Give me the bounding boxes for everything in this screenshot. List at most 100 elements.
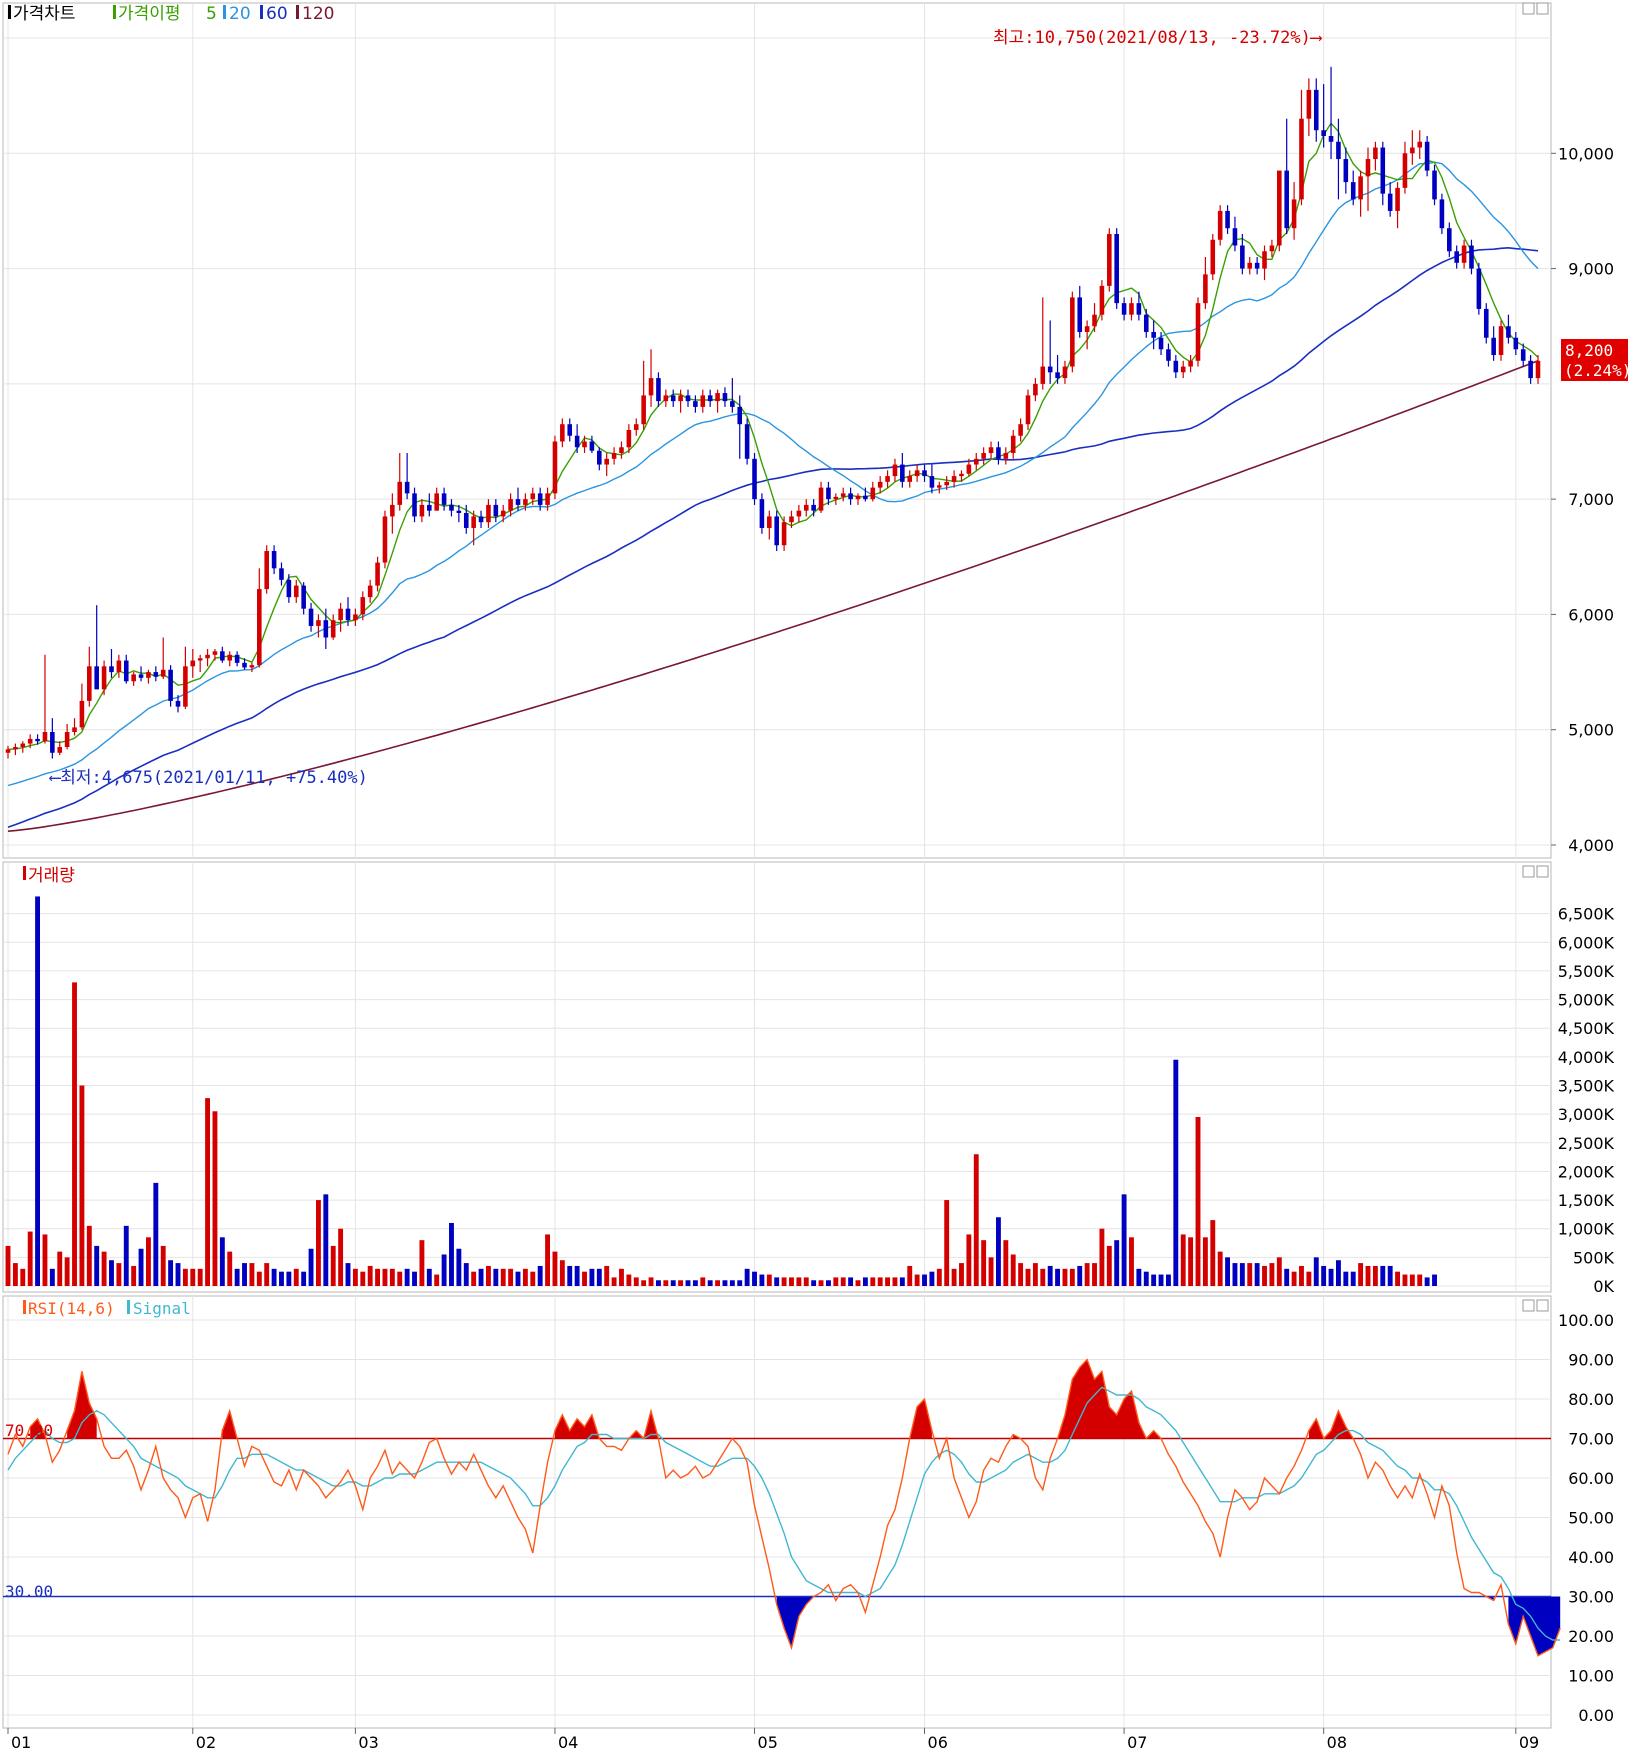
candle	[345, 597, 351, 626]
candle-body	[1055, 372, 1060, 379]
candle-body	[1358, 176, 1363, 200]
candle-body	[523, 499, 528, 505]
volume-bar	[1040, 1268, 1046, 1286]
candle-body	[1321, 130, 1326, 136]
volume-bar	[1284, 1268, 1290, 1286]
volume-bar	[79, 1085, 85, 1286]
volume-bar	[914, 1274, 920, 1286]
volume-tick-label: 4,500K	[1558, 1019, 1615, 1038]
candle-body	[597, 450, 602, 465]
candle-body	[1121, 303, 1127, 315]
volume-bar	[781, 1277, 787, 1286]
volume-bar	[1232, 1263, 1238, 1286]
candle	[1365, 147, 1371, 211]
legend-price-chart: 가격차트	[13, 4, 76, 24]
volume-bar	[855, 1280, 861, 1286]
candle	[427, 493, 432, 517]
candle	[330, 614, 336, 640]
candle-body	[700, 395, 706, 407]
volume-bar	[936, 1268, 942, 1286]
candle	[537, 487, 543, 511]
candle	[508, 493, 513, 517]
candle-body	[116, 660, 122, 673]
volume-tick-label: 1,000K	[1558, 1220, 1615, 1239]
volume-bar	[264, 1263, 270, 1286]
candle	[1084, 320, 1090, 350]
candle	[463, 504, 469, 534]
candle	[885, 470, 890, 488]
candle-body	[1166, 349, 1171, 361]
candle	[1055, 355, 1060, 384]
volume-bar	[256, 1271, 262, 1286]
candle-body	[279, 568, 284, 580]
candle-body	[227, 654, 233, 661]
candle	[79, 683, 85, 730]
volume-bar	[1239, 1263, 1245, 1286]
volume-bar	[729, 1280, 735, 1286]
volume-bar	[485, 1265, 491, 1286]
volume-bar	[582, 1271, 587, 1286]
candle	[1410, 130, 1415, 165]
candle-body	[27, 738, 33, 744]
candle-body	[234, 654, 240, 663]
ma120-line	[7, 360, 1539, 832]
candle	[937, 481, 942, 494]
candle	[855, 493, 861, 505]
candle	[1018, 418, 1023, 442]
rsi-panel-window-buttons[interactable]	[1522, 1299, 1549, 1312]
candle-body	[375, 562, 380, 586]
candle	[1498, 320, 1504, 361]
volume-bar	[981, 1240, 987, 1286]
signal-line	[7, 1386, 1561, 1641]
candle-body	[604, 458, 609, 465]
candle	[914, 464, 920, 482]
candle-body	[1217, 210, 1223, 240]
volume-bar	[109, 1260, 114, 1286]
candle-body	[1520, 349, 1526, 361]
candle	[478, 510, 484, 528]
candle	[1402, 141, 1408, 194]
candle-body	[1483, 308, 1489, 338]
volume-bar	[877, 1277, 883, 1286]
candle-body	[1306, 89, 1312, 119]
price-panel-window-buttons[interactable]	[1522, 2, 1549, 15]
volume-bar	[663, 1280, 669, 1286]
candle	[1136, 291, 1142, 321]
candle-body	[937, 485, 942, 488]
candle-body	[190, 660, 196, 667]
candle	[1129, 297, 1134, 321]
candle-body	[1143, 314, 1149, 332]
candle-body	[13, 747, 18, 750]
x-tick-label: 07	[1127, 1733, 1147, 1752]
candle	[840, 487, 846, 502]
candle-body	[1210, 239, 1216, 275]
volume-bar	[301, 1271, 307, 1286]
volume-bar	[685, 1280, 691, 1286]
max-price-annotation: 최고:10,750(2021/08/13, -23.72%)⟶	[993, 28, 1323, 48]
volume-bar	[1032, 1263, 1038, 1286]
candle	[715, 389, 720, 413]
candle-body	[685, 395, 691, 402]
volume-bar	[1417, 1274, 1423, 1286]
candle	[1439, 193, 1445, 234]
volume-bar	[1424, 1277, 1430, 1286]
candle	[279, 562, 284, 586]
candle-body	[50, 732, 55, 753]
candle	[633, 418, 639, 436]
candle-body	[1461, 245, 1467, 263]
volume-bar	[471, 1271, 477, 1286]
volume-bar	[670, 1280, 676, 1286]
volume-bar	[530, 1271, 536, 1286]
candle-body	[1047, 366, 1053, 373]
candle	[877, 476, 883, 494]
candle-body	[301, 585, 306, 609]
candle-body	[1099, 285, 1105, 315]
candle-body	[508, 499, 513, 511]
candle-body	[1040, 366, 1046, 384]
candle	[87, 646, 92, 707]
volume-bar	[338, 1228, 344, 1286]
volume-bar	[1358, 1263, 1364, 1286]
candle	[811, 499, 816, 517]
volume-panel-window-buttons[interactable]	[1522, 865, 1549, 878]
volume-bar	[589, 1268, 595, 1286]
